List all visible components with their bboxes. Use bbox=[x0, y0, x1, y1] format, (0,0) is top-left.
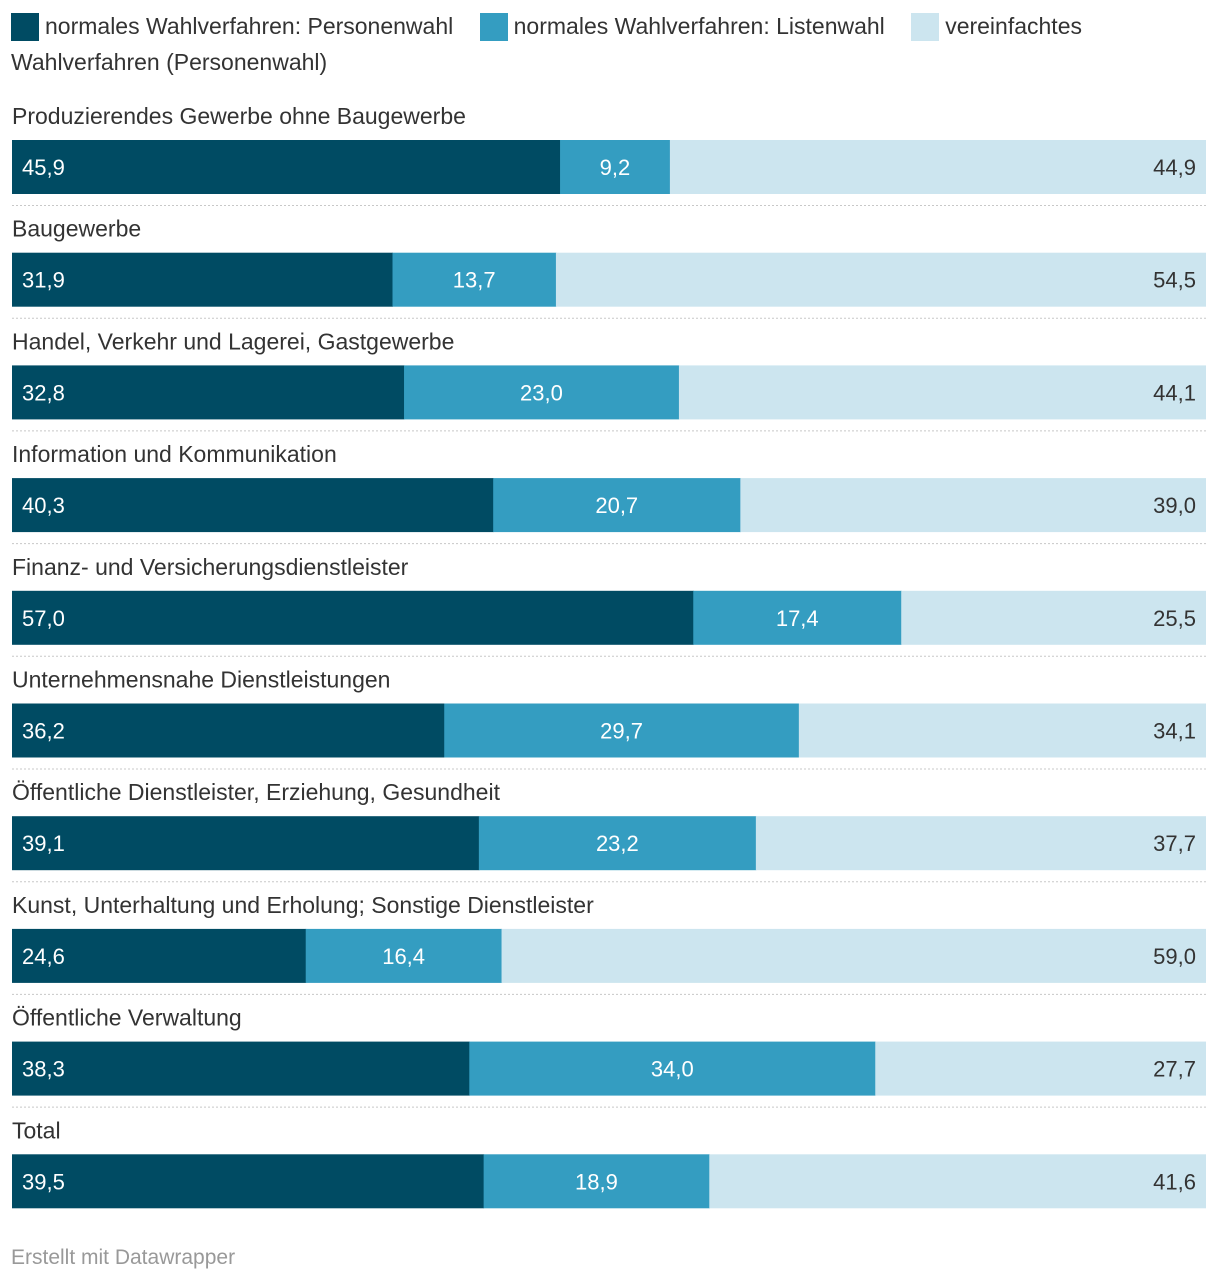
bar-segment-series-1 bbox=[12, 1041, 470, 1096]
value-label: 40,3 bbox=[22, 493, 65, 518]
bar-segment-series-3 bbox=[709, 1154, 1206, 1209]
legend-label: vereinfachtes Wahlverfahren (Personenwah… bbox=[11, 13, 1082, 75]
legend-swatch bbox=[11, 13, 39, 41]
bar-segment-series-2 bbox=[478, 816, 757, 871]
bar-segment-series-3 bbox=[555, 252, 1206, 307]
legend-swatch bbox=[479, 13, 508, 41]
legend-label: normales Wahlverfahren: Listenwahl bbox=[513, 13, 885, 39]
category-label: Total bbox=[12, 1117, 61, 1143]
value-label: 29,7 bbox=[600, 719, 643, 744]
bar-segment-series-2 bbox=[444, 703, 800, 758]
category-label: Öffentliche Dienstleister, Erziehung, Ge… bbox=[12, 779, 501, 805]
bar-segment-series-3 bbox=[798, 703, 1206, 758]
value-label: 34,1 bbox=[1153, 719, 1196, 744]
value-label: 20,7 bbox=[595, 493, 638, 518]
value-label: 45,9 bbox=[22, 155, 65, 180]
bar-segment-series-1 bbox=[12, 252, 394, 307]
value-label: 39,1 bbox=[22, 831, 65, 856]
bar-segment-series-2 bbox=[693, 590, 902, 645]
value-label: 17,4 bbox=[776, 606, 819, 631]
legend-item-2: normales Wahlverfahren: Listenwahl bbox=[479, 13, 885, 41]
bar-segment-series-1 bbox=[12, 365, 405, 420]
bar-segment-series-1 bbox=[12, 1154, 485, 1209]
legend-item-1: normales Wahlverfahren: Personenwahl bbox=[11, 13, 454, 41]
legend-label: normales Wahlverfahren: Personenwahl bbox=[45, 13, 454, 39]
bar-segment-series-3 bbox=[755, 816, 1206, 871]
bar-segment-series-2 bbox=[560, 140, 671, 194]
bar-segment-series-3 bbox=[501, 928, 1206, 983]
value-label: 38,3 bbox=[22, 1057, 65, 1082]
value-label: 37,7 bbox=[1153, 831, 1196, 856]
bar-segment-series-3 bbox=[669, 140, 1206, 194]
bar-segment-series-1 bbox=[12, 140, 561, 194]
footer-credit: Erstellt mit Datawrapper bbox=[11, 1246, 236, 1269]
value-label: 16,4 bbox=[382, 944, 425, 969]
value-label: 44,1 bbox=[1153, 380, 1196, 405]
bar-segment-series-2 bbox=[483, 1154, 710, 1209]
legend-swatch bbox=[911, 13, 940, 41]
bar-segment-series-3 bbox=[740, 478, 1206, 533]
value-label: 44,9 bbox=[1153, 155, 1196, 180]
value-label: 54,5 bbox=[1153, 268, 1196, 293]
category-label: Baugewerbe bbox=[12, 216, 141, 242]
value-label: 39,0 bbox=[1153, 493, 1196, 518]
value-label: 23,0 bbox=[520, 380, 563, 405]
category-label: Unternehmensnahe Dienstleistungen bbox=[12, 667, 390, 693]
bar-segment-series-2 bbox=[305, 928, 503, 983]
value-label: 9,2 bbox=[600, 155, 631, 180]
bar-segment-series-2 bbox=[404, 365, 680, 420]
category-label: Finanz- und Versicherungsdienstleister bbox=[12, 554, 409, 580]
legend-item-3: vereinfachtes Wahlverfahren (Personenwah… bbox=[11, 13, 1082, 75]
bar-segment-series-3 bbox=[678, 365, 1206, 420]
bar-segment-series-1 bbox=[12, 478, 494, 533]
bar-segment-series-1 bbox=[12, 703, 445, 758]
value-label: 18,9 bbox=[575, 1169, 618, 1194]
category-label: Kunst, Unterhaltung und Erholung; Sonsti… bbox=[12, 892, 594, 918]
value-label: 39,5 bbox=[22, 1169, 65, 1194]
bar-segment-series-3 bbox=[901, 590, 1206, 645]
value-label: 13,7 bbox=[453, 268, 496, 293]
value-label: 32,8 bbox=[22, 380, 65, 405]
value-label: 34,0 bbox=[651, 1057, 694, 1082]
bar-segment-series-1 bbox=[12, 928, 307, 983]
value-label: 25,5 bbox=[1153, 606, 1196, 631]
category-label: Handel, Verkehr und Lagerei, Gastgewerbe bbox=[12, 328, 454, 354]
bar-segment-series-1 bbox=[12, 590, 694, 645]
value-label: 23,2 bbox=[596, 831, 639, 856]
category-label: Produzierendes Gewerbe ohne Baugewerbe bbox=[12, 103, 466, 129]
bar-segment-series-1 bbox=[12, 816, 480, 871]
value-label: 57,0 bbox=[22, 606, 65, 631]
value-label: 24,6 bbox=[22, 944, 65, 969]
value-label: 59,0 bbox=[1153, 944, 1196, 969]
value-label: 36,2 bbox=[22, 719, 65, 744]
bar-segment-series-2 bbox=[493, 478, 741, 533]
legend: normales Wahlverfahren: Personenwahl nor… bbox=[11, 8, 1206, 80]
bar-segment-series-3 bbox=[875, 1041, 1206, 1096]
value-label: 27,7 bbox=[1153, 1057, 1196, 1082]
bar-segment-series-2 bbox=[469, 1041, 876, 1096]
category-label: Öffentliche Verwaltung bbox=[12, 1005, 242, 1031]
bar-segment-series-2 bbox=[392, 252, 557, 307]
category-label: Information und Kommunikation bbox=[12, 441, 337, 467]
value-label: 31,9 bbox=[22, 268, 65, 293]
value-label: 41,6 bbox=[1153, 1169, 1196, 1194]
